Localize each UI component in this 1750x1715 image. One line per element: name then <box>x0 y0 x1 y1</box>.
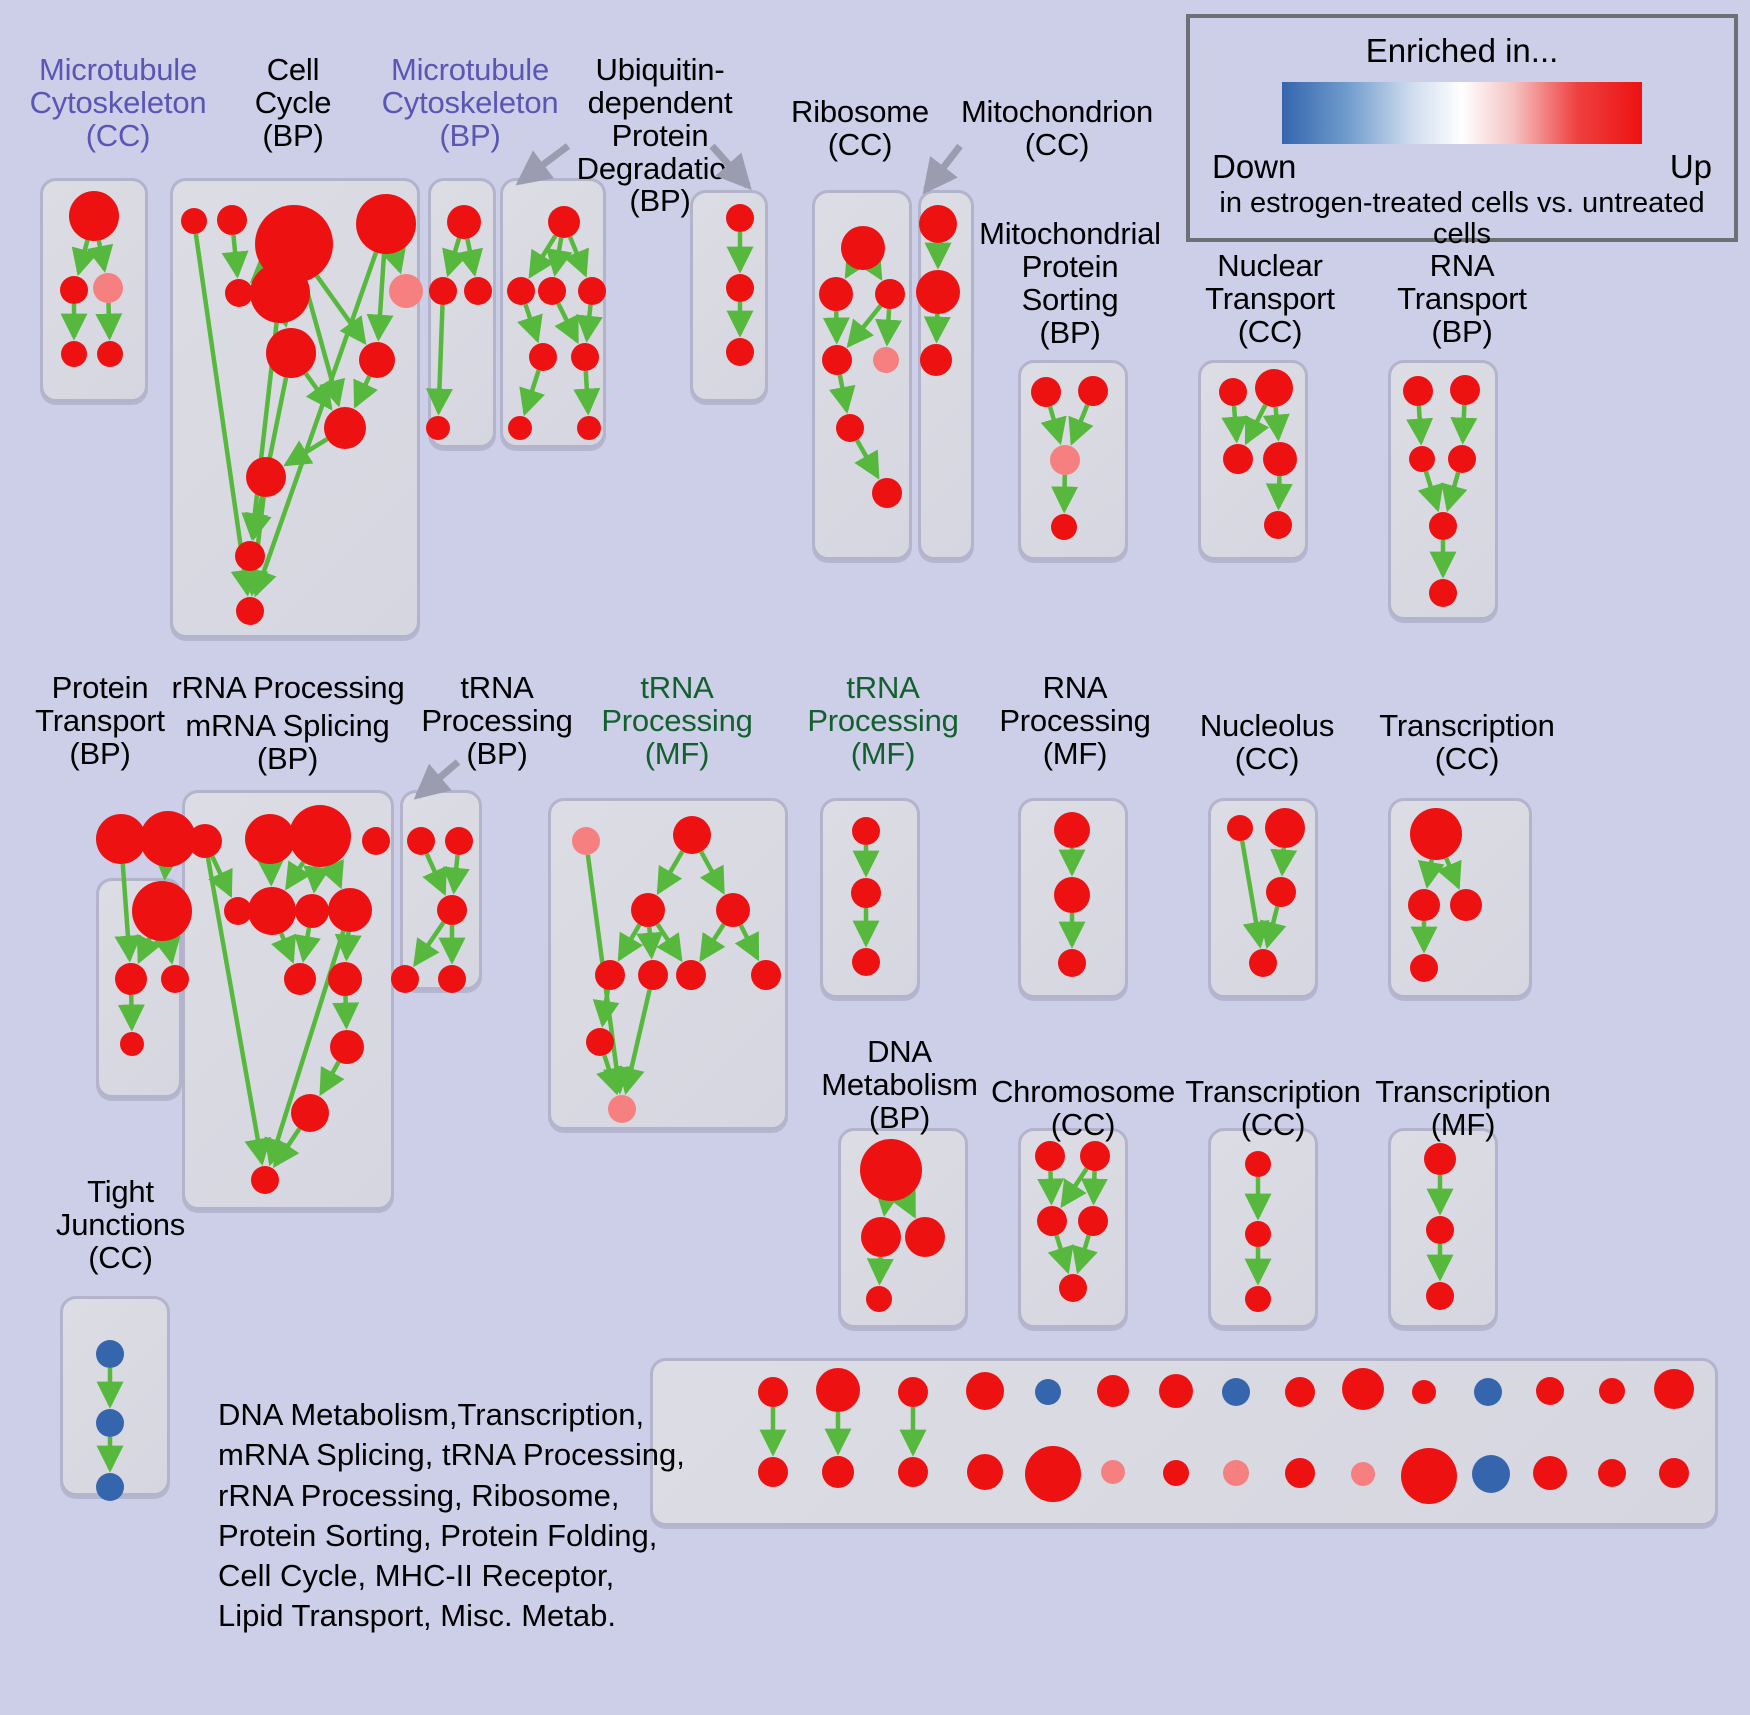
legend-high-label: Up <box>1669 148 1712 185</box>
cluster-box-trna-processing-mf-1 <box>548 798 788 1130</box>
cluster-box-nuclear-transport-cc <box>1198 360 1308 560</box>
legend-low-label: Down <box>1212 148 1297 185</box>
cluster-label-protein-transport-bp: Protein Transport (BP) <box>35 670 165 771</box>
cluster-box-trna-processing-bp <box>400 790 482 990</box>
cluster-label-trna-processing-mf-1: tRNA Processing (MF) <box>601 670 753 771</box>
legend-title: Enriched in... <box>1365 32 1559 69</box>
cluster-box-transcription-cc-2 <box>1208 1128 1318 1328</box>
cluster-box-tight-junctions-cc <box>60 1296 170 1496</box>
cluster-box-rna-processing-mf <box>1018 798 1128 998</box>
cluster-label-trna-processing-bp: tRNA Processing (BP) <box>421 670 573 771</box>
cluster-label-mitochondrion-cc: Mitochondrion (CC) <box>960 94 1154 162</box>
cluster-label-mitochondrial-protein-sorting-bp: Mitochondrial Protein Sorting (BP) <box>979 216 1161 350</box>
cluster-label-rrna-processing-bp: rRNA Processing <box>171 670 405 705</box>
bottom-category-list: DNA Metabolism,Transcription, mRNA Splic… <box>218 1397 685 1634</box>
cluster-box-cell-cycle-bp <box>170 178 420 638</box>
cluster-box-microtubule-cytoskeleton-cc <box>40 178 148 402</box>
cluster-box-rna-transport-bp <box>1388 360 1498 620</box>
cluster-label-transcription-cc-1: Transcription (CC) <box>1379 708 1555 776</box>
cluster-box-mitochondrial-protein-sorting-bp <box>1018 360 1128 560</box>
cluster-label-tight-junctions-cc: Tight Junctions (CC) <box>55 1174 186 1275</box>
cluster-box-dna-metabolism-bp <box>838 1128 968 1328</box>
cluster-box-trna-processing-mf-2 <box>820 798 920 998</box>
cluster-box-chromosome-cc <box>1018 1128 1128 1328</box>
cluster-box-nucleolus-cc <box>1208 798 1318 998</box>
cluster-label-rna-transport-bp: RNA Transport (BP) <box>1397 248 1527 349</box>
cluster-box-transcription-cc-1 <box>1388 798 1532 998</box>
cluster-box-mitochondrion-cc <box>918 190 974 560</box>
cluster-box-bottom-wide <box>650 1358 1718 1526</box>
cluster-label-transcription-cc-2: Transcription (CC) <box>1185 1074 1361 1142</box>
cluster-label-microtubule-cytoskeleton-bp: Microtubule Cytoskeleton (BP) <box>381 52 559 153</box>
color-legend: Enriched in... Down Up in estrogen-treated … <box>1186 14 1738 250</box>
cluster-label-chromosome-cc: Chromosome (CC) <box>990 1074 1176 1142</box>
cluster-box-transcription-mf <box>1388 1128 1498 1328</box>
cluster-label-transcription-mf: Transcription (MF) <box>1375 1074 1551 1142</box>
legend-subtitle: in estrogen-treated cells vs. untreated … <box>1219 187 1705 251</box>
cluster-label-nucleolus-cc: Nucleolus (CC) <box>1199 708 1335 776</box>
cluster-label-ubiquitin-protein-degradation-bp: Ubiquitin- dependent Protein Degradation… <box>576 52 744 219</box>
legend-gradient-bar <box>1282 82 1642 144</box>
cluster-label-nuclear-transport-cc: Nuclear Transport (CC) <box>1205 248 1335 349</box>
cluster-box-ubiquitin-sub <box>690 190 768 402</box>
cluster-label-microtubule-cytoskeleton-cc: Microtubule Cytoskeleton (CC) <box>29 52 207 153</box>
cluster-label-ribosome-cc: Ribosome (CC) <box>791 94 929 162</box>
cluster-label-rna-processing-mf: RNA Processing (MF) <box>999 670 1151 771</box>
cluster-box-rrna-mrna-splicing-bp <box>182 790 394 1210</box>
cluster-label-mrna-splicing-bp: mRNA Splicing (BP) <box>185 708 390 776</box>
cluster-label-dna-metabolism-bp: DNA Metabolism (BP) <box>821 1034 978 1135</box>
cluster-box-ubiquitin-protein-degradation-bp <box>500 178 606 448</box>
cluster-label-trna-processing-mf-2: tRNA Processing (MF) <box>807 670 959 771</box>
cluster-box-protein-transport-bp <box>96 878 182 1098</box>
cluster-box-ribosome-cc <box>812 190 912 560</box>
cluster-box-microtubule-cytoskeleton-bp <box>428 178 496 448</box>
cluster-label-cell-cycle-bp: Cell Cycle (BP) <box>254 52 332 153</box>
